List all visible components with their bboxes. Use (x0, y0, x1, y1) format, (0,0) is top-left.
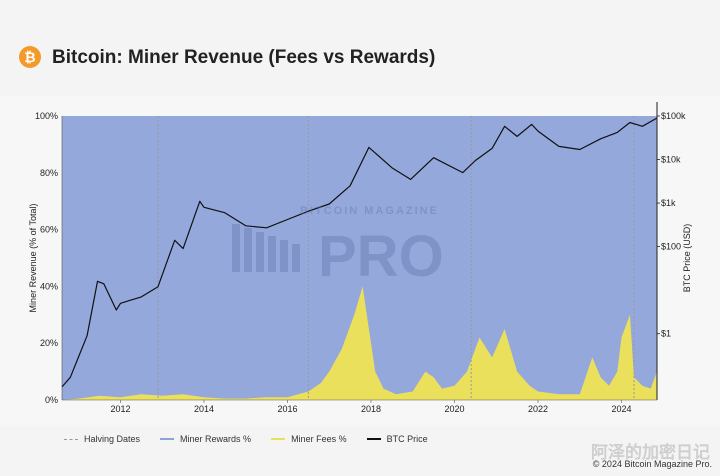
copyright-text: © 2024 Bitcoin Magazine Pro. (592, 459, 712, 469)
x-tick-label: 2022 (528, 404, 548, 414)
x-tick-label: 2018 (361, 404, 381, 414)
legend-item-halving[interactable]: Halving Dates (64, 434, 140, 444)
x-tick-label: 2016 (277, 404, 297, 414)
left-tick-label: 20% (40, 338, 58, 348)
legend-label: BTC Price (386, 434, 428, 444)
watermark-pro: PRO (318, 224, 444, 289)
left-tick-label: 100% (35, 111, 58, 121)
page-title: Bitcoin: Miner Revenue (Fees vs Rewards) (52, 47, 436, 68)
rewards-swatch-icon (160, 438, 175, 440)
halving-swatch-icon (64, 438, 78, 440)
right-tick-label: $100 (661, 242, 681, 252)
watermark-text: 阿泽的加密日记 (591, 443, 710, 462)
left-tick-label: 40% (40, 281, 58, 291)
legend-label: Miner Rewards % (180, 434, 252, 444)
right-tick-label: $10k (661, 155, 681, 165)
legend-item-price[interactable]: BTC Price (366, 434, 428, 444)
bitcoin-logo-icon: ₿ (19, 46, 41, 68)
right-axis-title: BTC Price (USD) (682, 224, 692, 293)
watermark-brand: BITCOIN MAGAZINE (300, 205, 439, 217)
btc-price-line (61, 117, 658, 388)
legend-label: Halving Dates (84, 434, 141, 444)
legend-item-fees[interactable]: Miner Fees % (271, 434, 347, 444)
right-tick-label: $100k (661, 111, 686, 121)
left-tick-label: 0% (45, 395, 58, 405)
axes: 0% 20% 40% 60% 80% 100% Miner Revenue (% of To… (28, 102, 692, 414)
left-tick-label: 60% (40, 225, 58, 235)
legend: Halving Dates Miner Rewards % Miner Fees… (64, 432, 428, 446)
right-tick-label: $1 (661, 329, 671, 339)
miner-fees-area (62, 286, 657, 400)
legend-label: Miner Fees % (291, 434, 347, 444)
fees-swatch-icon (271, 438, 286, 440)
x-tick-label: 2020 (444, 404, 464, 414)
chart-header: ₿ Bitcoin: Miner Revenue (Fees vs Reward… (0, 38, 720, 80)
watermark: BITCOIN MAGAZINE PRO (232, 205, 444, 289)
x-tick-label: 2012 (110, 404, 130, 414)
price-swatch-icon (366, 438, 381, 440)
x-tick-label: 2024 (611, 404, 631, 414)
right-tick-label: $1k (661, 198, 676, 208)
x-tick-label: 2014 (194, 404, 214, 414)
plot-area (61, 116, 658, 400)
legend-item-rewards[interactable]: Miner Rewards % (160, 434, 251, 444)
left-tick-label: 80% (40, 168, 58, 178)
left-axis-title: Miner Revenue (% of Total) (28, 204, 38, 313)
